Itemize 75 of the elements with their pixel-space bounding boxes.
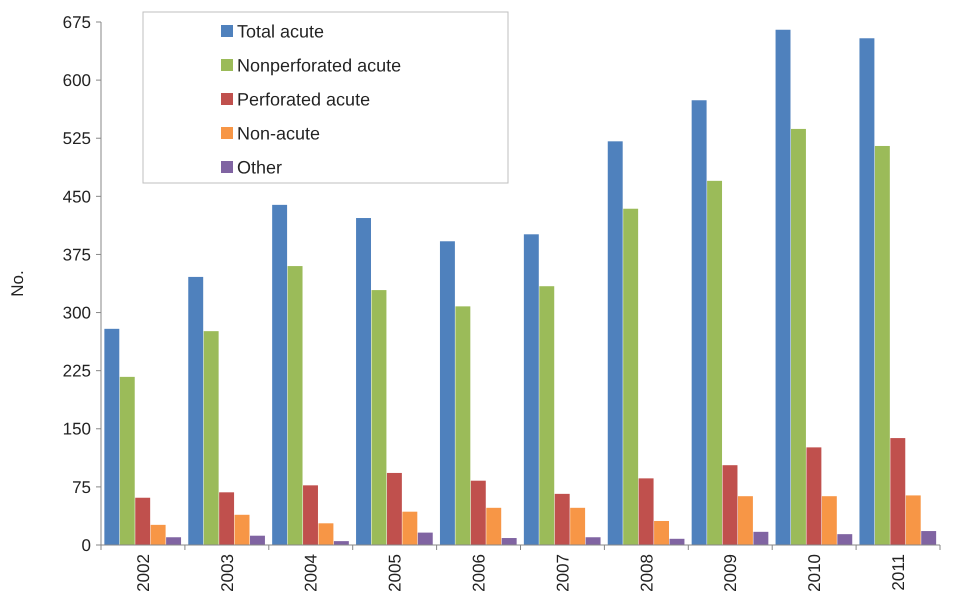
legend-label: Total acute bbox=[237, 21, 324, 42]
bar bbox=[707, 180, 722, 545]
bar bbox=[776, 30, 790, 545]
x-tick-label: 2005 bbox=[386, 554, 405, 592]
y-tick-label: 225 bbox=[62, 362, 91, 381]
bar bbox=[135, 498, 150, 545]
legend-label: Other bbox=[237, 157, 282, 178]
bar bbox=[638, 478, 654, 545]
bar bbox=[486, 508, 502, 545]
bar bbox=[418, 532, 433, 545]
y-tick-label: 600 bbox=[62, 71, 91, 90]
bar bbox=[219, 492, 234, 545]
bar bbox=[188, 276, 204, 545]
y-axis-title: No. bbox=[8, 270, 27, 297]
bar bbox=[455, 306, 470, 545]
y-tick-label: 300 bbox=[62, 304, 91, 323]
bar bbox=[554, 494, 570, 545]
x-tick-label: 2008 bbox=[637, 554, 656, 592]
bar bbox=[204, 331, 219, 545]
bar bbox=[104, 328, 120, 545]
bar bbox=[303, 485, 318, 545]
bar bbox=[790, 128, 806, 545]
x-tick-label: 2003 bbox=[218, 554, 237, 592]
x-tick-label: 2011 bbox=[889, 554, 908, 591]
x-tick-label: 2009 bbox=[721, 554, 740, 592]
bar bbox=[502, 538, 517, 545]
bar bbox=[334, 541, 349, 545]
y-tick-label: 525 bbox=[62, 129, 91, 148]
bar bbox=[272, 204, 288, 545]
bar bbox=[440, 241, 455, 545]
bar bbox=[288, 266, 303, 545]
bar bbox=[822, 496, 837, 545]
legend-label: Non-acute bbox=[237, 123, 320, 144]
bar bbox=[874, 146, 890, 545]
y-tick-label: 75 bbox=[72, 478, 91, 497]
x-tick-label: 2010 bbox=[805, 554, 824, 592]
bar bbox=[386, 472, 402, 545]
legend-label: Nonperforated acute bbox=[237, 55, 402, 76]
bar bbox=[318, 523, 334, 545]
x-tick-label: 2002 bbox=[134, 554, 153, 592]
legend-label: Perforated acute bbox=[237, 89, 370, 110]
bar bbox=[402, 512, 418, 545]
bar bbox=[371, 290, 386, 545]
x-tick-label: 2006 bbox=[470, 554, 488, 592]
x-tick-label: 2007 bbox=[553, 554, 572, 592]
bar bbox=[524, 234, 539, 545]
y-tick-label: 450 bbox=[62, 187, 91, 206]
y-tick-label: 0 bbox=[82, 536, 91, 555]
bar bbox=[837, 534, 852, 545]
bar bbox=[738, 496, 753, 545]
bar bbox=[890, 438, 906, 545]
bar bbox=[623, 208, 638, 545]
bar bbox=[859, 38, 874, 545]
bar bbox=[806, 447, 822, 545]
bar bbox=[166, 537, 182, 545]
bar bbox=[570, 508, 586, 545]
bar bbox=[921, 531, 936, 545]
bar bbox=[356, 218, 371, 545]
x-tick-label: 2004 bbox=[302, 554, 321, 592]
bar bbox=[692, 100, 707, 545]
bar bbox=[586, 537, 601, 545]
bar bbox=[250, 536, 265, 545]
y-tick-label: 375 bbox=[62, 245, 91, 264]
y-tick-label: 675 bbox=[62, 12, 91, 32]
bar bbox=[120, 376, 135, 545]
bar bbox=[539, 286, 554, 545]
bar bbox=[753, 532, 768, 545]
bar bbox=[722, 465, 738, 545]
bar bbox=[234, 514, 250, 545]
bar bbox=[906, 495, 921, 545]
bar bbox=[470, 480, 486, 545]
bar bbox=[150, 524, 166, 545]
y-tick-label: 150 bbox=[62, 420, 91, 439]
bar bbox=[608, 141, 623, 545]
bar bbox=[654, 520, 670, 545]
